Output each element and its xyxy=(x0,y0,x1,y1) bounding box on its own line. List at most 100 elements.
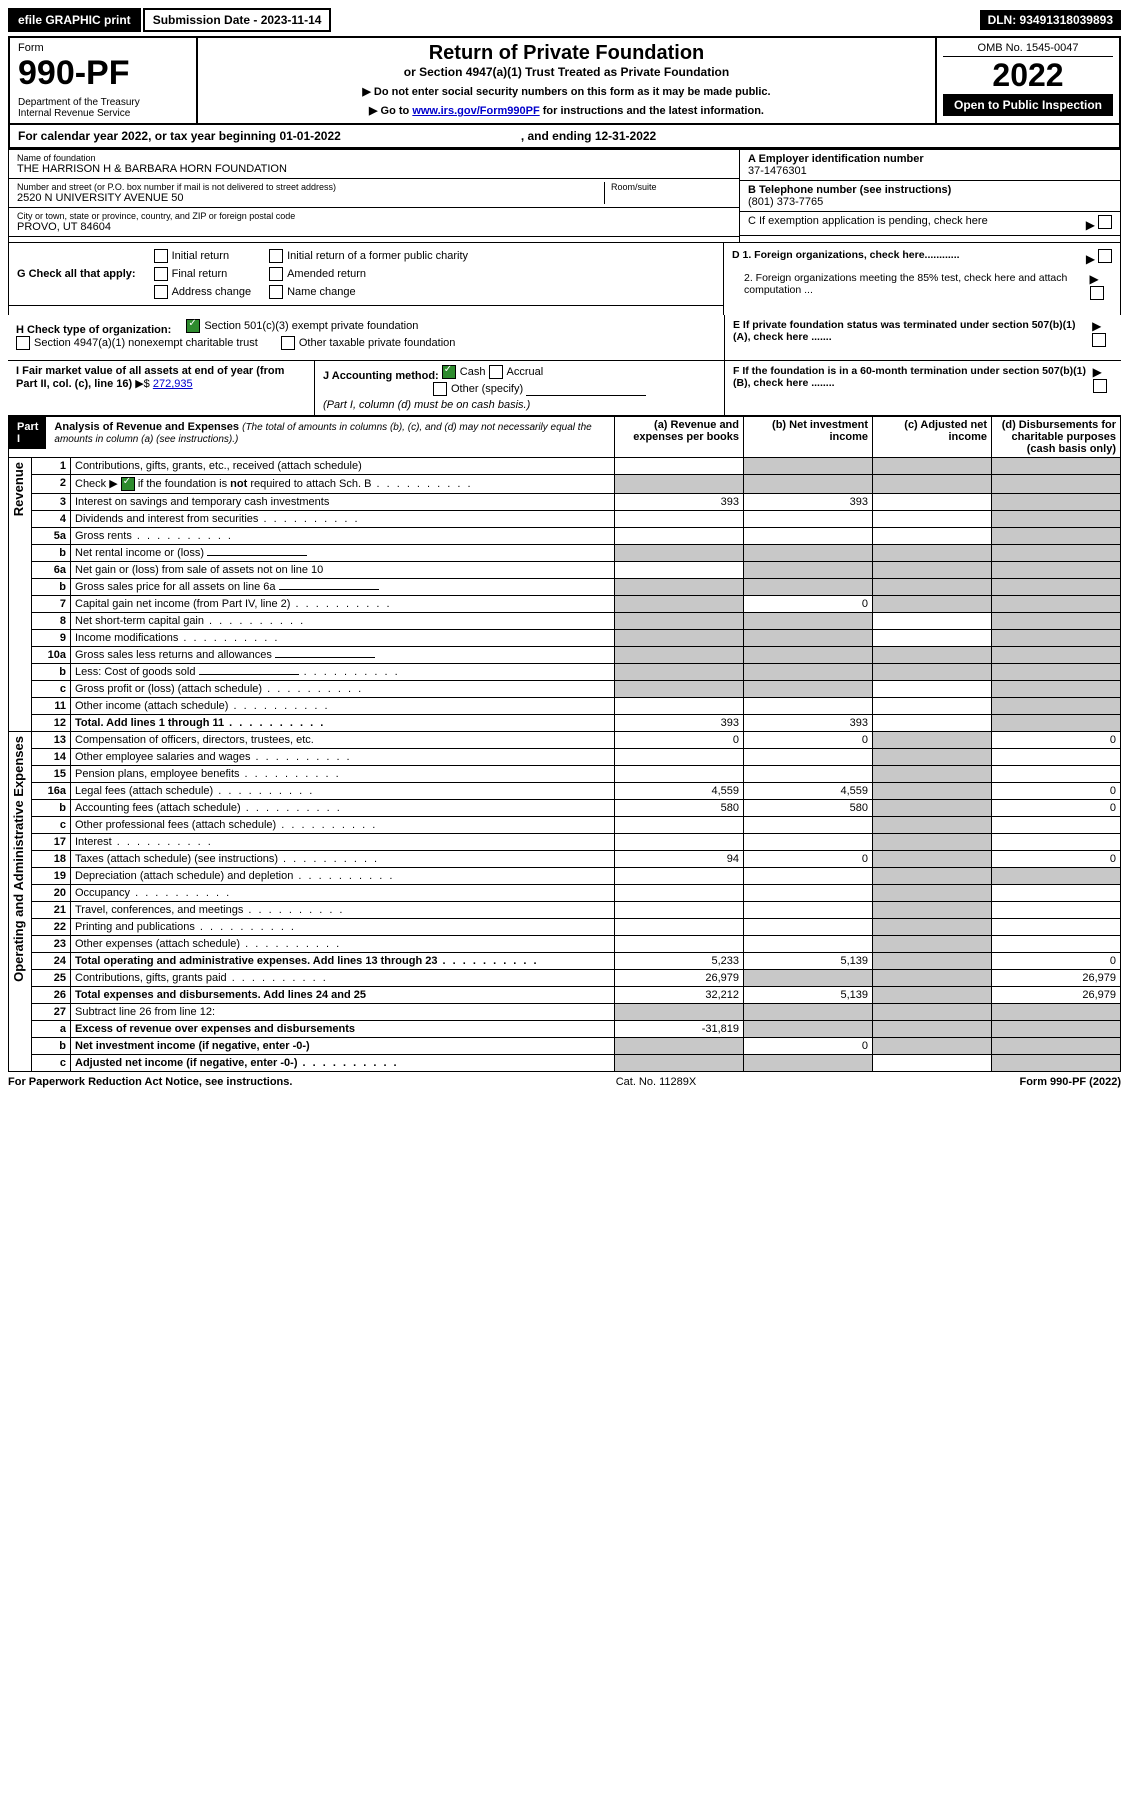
h-e-row: H Check type of organization: Section 50… xyxy=(8,315,1121,361)
section-label: Operating and Administrative Expenses xyxy=(9,732,32,1072)
f-checkbox[interactable] xyxy=(1093,379,1107,393)
table-row: 18Taxes (attach schedule) (see instructi… xyxy=(9,851,1121,868)
d2-label: 2. Foreign organizations meeting the 85%… xyxy=(732,272,1084,296)
amended-return-checkbox[interactable] xyxy=(269,267,283,281)
g-opt-2: Address change xyxy=(172,286,252,298)
table-row: bLess: Cost of goods sold xyxy=(9,664,1121,681)
table-cell xyxy=(615,936,744,953)
table-cell xyxy=(744,458,873,475)
address-change-checkbox[interactable] xyxy=(154,285,168,299)
line-label: Excess of revenue over expenses and disb… xyxy=(71,1021,615,1038)
entity-block: Name of foundation THE HARRISON H & BARB… xyxy=(8,149,1121,243)
501c3-checkbox[interactable] xyxy=(186,319,200,333)
table-cell: 94 xyxy=(615,851,744,868)
ein-value: 37-1476301 xyxy=(748,165,1112,177)
section-label: Revenue xyxy=(9,458,32,732)
line-label: Pension plans, employee benefits xyxy=(71,766,615,783)
table-cell xyxy=(744,834,873,851)
table-cell xyxy=(615,1004,744,1021)
table-cell xyxy=(615,664,744,681)
footer-left: For Paperwork Reduction Act Notice, see … xyxy=(8,1076,292,1088)
ijf-row: I Fair market value of all assets at end… xyxy=(8,361,1121,416)
table-cell xyxy=(873,1021,992,1038)
name-change-checkbox[interactable] xyxy=(269,285,283,299)
form-title: Return of Private Foundation xyxy=(206,42,927,65)
calendar-year-row: For calendar year 2022, or tax year begi… xyxy=(8,125,1121,149)
efile-print-button[interactable]: efile GRAPHIC print xyxy=(8,8,141,32)
instr2-post: for instructions and the latest informat… xyxy=(540,105,764,117)
table-cell xyxy=(873,953,992,970)
e-checkbox[interactable] xyxy=(1092,333,1106,347)
final-return-checkbox[interactable] xyxy=(154,267,168,281)
initial-return-checkbox[interactable] xyxy=(154,249,168,263)
line-label: Interest xyxy=(71,834,615,851)
city-state-zip: PROVO, UT 84604 xyxy=(17,221,731,233)
table-cell xyxy=(615,475,744,494)
line-number: 11 xyxy=(32,698,71,715)
table-cell: 393 xyxy=(615,494,744,511)
table-cell xyxy=(615,458,744,475)
4947a1-checkbox[interactable] xyxy=(16,336,30,350)
table-cell xyxy=(744,868,873,885)
line-number: c xyxy=(32,681,71,698)
form-link[interactable]: www.irs.gov/Form990PF xyxy=(412,105,539,117)
table-row: 17Interest xyxy=(9,834,1121,851)
initial-former-checkbox[interactable] xyxy=(269,249,283,263)
table-row: 21Travel, conferences, and meetings xyxy=(9,902,1121,919)
table-cell xyxy=(615,885,744,902)
table-row: 19Depreciation (attach schedule) and dep… xyxy=(9,868,1121,885)
form-label: Form xyxy=(18,42,188,54)
line-number: 15 xyxy=(32,766,71,783)
table-cell xyxy=(873,987,992,1004)
table-cell: 580 xyxy=(615,800,744,817)
other-specify-checkbox[interactable] xyxy=(433,382,447,396)
city-label: City or town, state or province, country… xyxy=(17,211,731,221)
table-cell xyxy=(744,664,873,681)
accrual-checkbox[interactable] xyxy=(489,365,503,379)
line-label: Compensation of officers, directors, tru… xyxy=(71,732,615,749)
table-row: bNet investment income (if negative, ent… xyxy=(9,1038,1121,1055)
part1-table: Part I Analysis of Revenue and Expenses … xyxy=(8,416,1121,1072)
table-cell xyxy=(873,698,992,715)
line-label: Other expenses (attach schedule) xyxy=(71,936,615,953)
i-section: I Fair market value of all assets at end… xyxy=(8,361,315,415)
table-cell: 0 xyxy=(992,953,1121,970)
line-label: Total operating and administrative expen… xyxy=(71,953,615,970)
line-number: 22 xyxy=(32,919,71,936)
table-cell xyxy=(873,834,992,851)
d2-checkbox[interactable] xyxy=(1090,286,1104,300)
table-cell xyxy=(992,545,1121,562)
line-number: c xyxy=(32,1055,71,1072)
table-row: 10aGross sales less returns and allowanc… xyxy=(9,647,1121,664)
line-label: Subtract line 26 from line 12: xyxy=(71,1004,615,1021)
g-section: G Check all that apply: Initial return F… xyxy=(9,243,723,315)
line-label: Net investment income (if negative, ente… xyxy=(71,1038,615,1055)
other-taxable-checkbox[interactable] xyxy=(281,336,295,350)
g-opt-3: Initial return of a former public charit… xyxy=(287,250,468,262)
cash-checkbox[interactable] xyxy=(442,365,456,379)
d1-checkbox[interactable] xyxy=(1098,249,1112,263)
table-cell xyxy=(992,817,1121,834)
table-cell xyxy=(992,936,1121,953)
open-public: Open to Public Inspection xyxy=(943,94,1113,116)
col-c-header: (c) Adjusted net income xyxy=(873,417,992,458)
table-row: 12Total. Add lines 1 through 11393393 xyxy=(9,715,1121,732)
footer-right: Form 990-PF (2022) xyxy=(1019,1076,1121,1088)
table-cell xyxy=(992,528,1121,545)
h-opt-3: Other taxable private foundation xyxy=(299,337,456,349)
arrow-icon: ▶ xyxy=(1093,365,1102,379)
f-section: F If the foundation is in a 60-month ter… xyxy=(724,361,1121,415)
line-label: Gross sales less returns and allowances xyxy=(71,647,615,664)
line-label: Dividends and interest from securities xyxy=(71,511,615,528)
table-cell xyxy=(744,766,873,783)
table-cell xyxy=(744,545,873,562)
table-cell xyxy=(873,919,992,936)
table-cell xyxy=(992,1055,1121,1072)
line-label: Net rental income or (loss) xyxy=(71,545,615,562)
c-checkbox[interactable] xyxy=(1098,215,1112,229)
table-cell xyxy=(744,919,873,936)
table-row: cAdjusted net income (if negative, enter… xyxy=(9,1055,1121,1072)
table-cell: 26,979 xyxy=(992,970,1121,987)
instruction-2: ▶ Go to www.irs.gov/Form990PF for instru… xyxy=(206,104,927,117)
table-cell xyxy=(744,647,873,664)
